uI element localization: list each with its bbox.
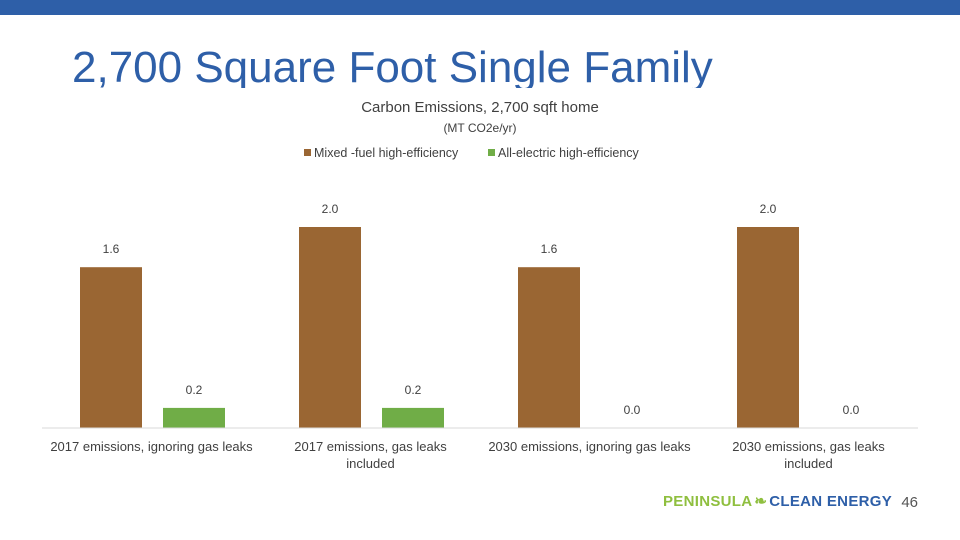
data-label: 0.2 [405,383,422,397]
peninsula-clean-energy-logo: PENINSULA ❧ CLEAN ENERGY [663,492,892,510]
data-label: 0.0 [624,403,641,417]
bar-all-electric-1 [382,407,444,428]
data-label: 2.0 [760,202,777,216]
bar-all-electric-0 [163,407,225,428]
chart-legend: Mixed -fuel high-efficiency All-electric … [304,146,640,160]
x-axis-labels: 2017 emissions, ignoring gas leaks 2017 e… [50,439,885,471]
page-number: 46 [901,494,918,511]
data-label: 0.2 [186,383,203,397]
data-label: 1.6 [541,242,558,256]
top-accent-bar [0,0,960,15]
slide-title: 2,700 Square Foot Single Family [72,43,713,88]
legend-label: All-electric high-efficiency [498,146,640,160]
bar-mixed-fuel-3 [737,227,799,428]
chart-title: Carbon Emissions, 2,700 sqft home [361,99,599,116]
x-tick-label: 2017 emissions, gas leaks [294,439,447,454]
chart-subtitle: (MT CO2e/yr) [443,121,516,135]
data-label: 2.0 [322,202,339,216]
chart-bars: 1.6 2.0 1.6 2.0 0.2 0.2 0.0 0.0 [80,202,860,428]
bar-mixed-fuel-0 [80,267,142,428]
bar-mixed-fuel-2 [518,267,580,428]
x-tick-label: 2030 emissions, gas leaks [732,439,885,454]
leaf-icon: ❧ [754,493,768,510]
data-label: 1.6 [103,242,120,256]
legend-label: Mixed -fuel high-efficiency [314,146,459,160]
bar-mixed-fuel-1 [299,227,361,428]
logo-text-clean-energy: CLEAN ENERGY [769,493,893,510]
legend-swatch [304,149,311,156]
logo-text-peninsula: PENINSULA [663,493,753,510]
x-tick-label: 2030 emissions, ignoring gas leaks [488,439,691,454]
x-tick-label: 2017 emissions, ignoring gas leaks [50,439,253,454]
legend-swatch [488,149,495,156]
x-tick-label: included [784,456,832,471]
data-label: 0.0 [843,403,860,417]
x-tick-label: included [346,456,394,471]
